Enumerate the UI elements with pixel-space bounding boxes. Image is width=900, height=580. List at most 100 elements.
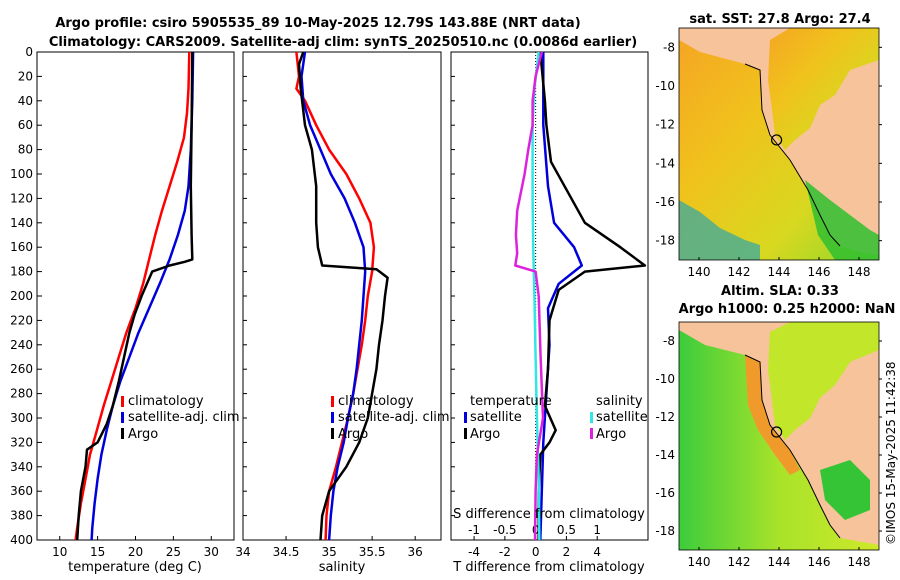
map-lon-label: 144	[768, 265, 791, 279]
series-line-satellite-adj-clim	[90, 52, 195, 540]
salinity-legend-satellite: satellite-adj. clim	[338, 410, 450, 425]
temperature-legend-argo: Argo	[128, 427, 158, 442]
sst-map-title: sat. SST: 27.8 Argo: 27.4	[689, 12, 870, 27]
map-lat-label: -10	[655, 79, 675, 93]
x-tick-label: 20	[128, 545, 143, 559]
difference-x-axis: -4 -2 0 2 4-1 -0.5 0 0.5 1	[468, 523, 601, 559]
x-tick-label: 34.5	[273, 545, 300, 559]
map-lon-label: 146	[808, 265, 831, 279]
depth-axis: 0 20 40 60 80 100 120 140 160 180 200 220 240 260 280 3…	[10, 45, 455, 547]
depth-tick-label: 20	[18, 69, 33, 83]
difference-legend-salinity: salinity satellite Argo	[590, 394, 648, 442]
sla-map-title: Altim. SLA: 0.33	[721, 284, 839, 299]
depth-tick-label: 40	[18, 94, 33, 108]
temperature-legend-swatch-satellite	[121, 412, 124, 423]
series-line-t-argo	[537, 52, 647, 540]
map-lon-label: 144	[768, 555, 791, 569]
legend-s-satellite: satellite	[596, 410, 648, 425]
legend-s-argo: Argo	[596, 427, 626, 442]
depth-tick-label: 180	[10, 265, 33, 279]
map-lon-label: 140	[688, 265, 711, 279]
legend-swatch-t-argo	[464, 428, 467, 439]
salinity-legend-swatch-argo	[331, 428, 334, 439]
sst-map-axes: 140 142 144 146 148 -8 -10 -12 -14 -16 -18	[655, 40, 882, 279]
sst-argo-location-marker	[770, 134, 783, 146]
map-lat-label: -14	[655, 448, 675, 462]
sla-coral-sea-water	[768, 322, 879, 440]
legend-t-argo: Argo	[470, 427, 500, 442]
x-tick-label: -4	[468, 545, 480, 559]
sla-map-subtitle: Argo h1000: 0.25 h2000: NaN	[679, 302, 896, 317]
figure-title-line1: Argo profile: csiro 5905535_89 10-May-20…	[55, 16, 580, 31]
difference-panel-frame	[450, 51, 649, 541]
depth-tick-label: 280	[10, 387, 33, 401]
salinity-legend-swatch-satellite	[331, 412, 334, 423]
x-tick-label: 25	[166, 545, 181, 559]
depth-tick-label: 400	[10, 533, 33, 547]
legend-swatch-s-argo	[590, 428, 593, 439]
x-tick-label: 0	[532, 545, 540, 559]
top-x-tick-label: -0.5	[493, 523, 516, 537]
sst-cool-patch	[679, 200, 760, 260]
map-lat-label: -16	[655, 486, 675, 500]
depth-tick-label: 120	[10, 191, 33, 205]
sst-gulf-water	[679, 40, 879, 260]
x-tick-label: 30	[204, 545, 219, 559]
sla-high-anomaly	[745, 355, 800, 475]
depth-tick-label: 380	[10, 509, 33, 523]
series-line-argo	[297, 52, 389, 540]
difference-top-xlabel: S difference from climatology	[453, 507, 645, 522]
x-tick-label: 35	[321, 545, 336, 559]
x-tick-label: 15	[90, 545, 105, 559]
depth-tick-label: 300	[10, 411, 33, 425]
salinity-series	[295, 52, 389, 540]
map-lon-label: 142	[728, 555, 751, 569]
legend-header-salinity: salinity	[596, 394, 643, 409]
top-x-tick-label: 0.5	[557, 523, 576, 537]
depth-tick-label: 100	[10, 167, 33, 181]
x-tick-label: -2	[499, 545, 511, 559]
depth-tick-label: 360	[10, 484, 33, 498]
sst-map	[679, 28, 879, 260]
depth-tick-label: 320	[10, 435, 33, 449]
imos-timestamp: ©IMOS 15-May-2025 11:42:38	[884, 361, 898, 545]
depth-tick-label: 60	[18, 118, 33, 132]
sla-low-anomaly	[820, 460, 870, 520]
map-lat-label: -16	[655, 195, 675, 209]
series-line-climatology	[74, 52, 191, 540]
salinity-x-axis: 34 34.5 35 35.5 36	[235, 536, 423, 559]
map-lat-label: -14	[655, 156, 675, 170]
depth-tick-label: 140	[10, 216, 33, 230]
sla-map	[679, 322, 879, 550]
depth-tick-label: 340	[10, 460, 33, 474]
sst-coral-sea-water	[768, 28, 879, 150]
top-x-tick-label: 1	[593, 523, 601, 537]
series-line-climatology	[295, 52, 376, 540]
temperature-legend-swatch-climatology	[121, 396, 124, 407]
series-line-satellite-adj-clim	[300, 52, 367, 540]
map-lon-label: 142	[728, 265, 751, 279]
salinity-xlabel: salinity	[319, 560, 366, 575]
legend-t-satellite: satellite	[470, 410, 522, 425]
map-lon-label: 148	[848, 555, 871, 569]
x-tick-label: 2	[563, 545, 571, 559]
salinity-legend: climatology satellite-adj. clim Argo	[331, 394, 450, 442]
x-tick-label: 35.5	[359, 545, 386, 559]
salinity-legend-swatch-climatology	[331, 396, 334, 407]
depth-tick-label: 260	[10, 362, 33, 376]
map-lat-label: -10	[655, 372, 675, 386]
salinity-legend-argo: Argo	[338, 427, 368, 442]
depth-tick-label: 0	[25, 45, 33, 59]
temperature-legend-satellite: satellite-adj. clim	[128, 410, 240, 425]
top-x-tick-label: -1	[468, 523, 480, 537]
depth-tick-label: 240	[10, 338, 33, 352]
legend-swatch-s-satellite	[590, 412, 593, 423]
salinity-panel-frame	[242, 51, 442, 541]
map-lat-label: -8	[663, 334, 675, 348]
depth-tick-label: 160	[10, 240, 33, 254]
map-lat-label: -12	[655, 410, 675, 424]
temperature-legend-climatology: climatology	[128, 394, 204, 409]
temperature-x-axis: 10 15 20 25 30	[52, 536, 219, 559]
map-lat-label: -8	[663, 40, 675, 54]
